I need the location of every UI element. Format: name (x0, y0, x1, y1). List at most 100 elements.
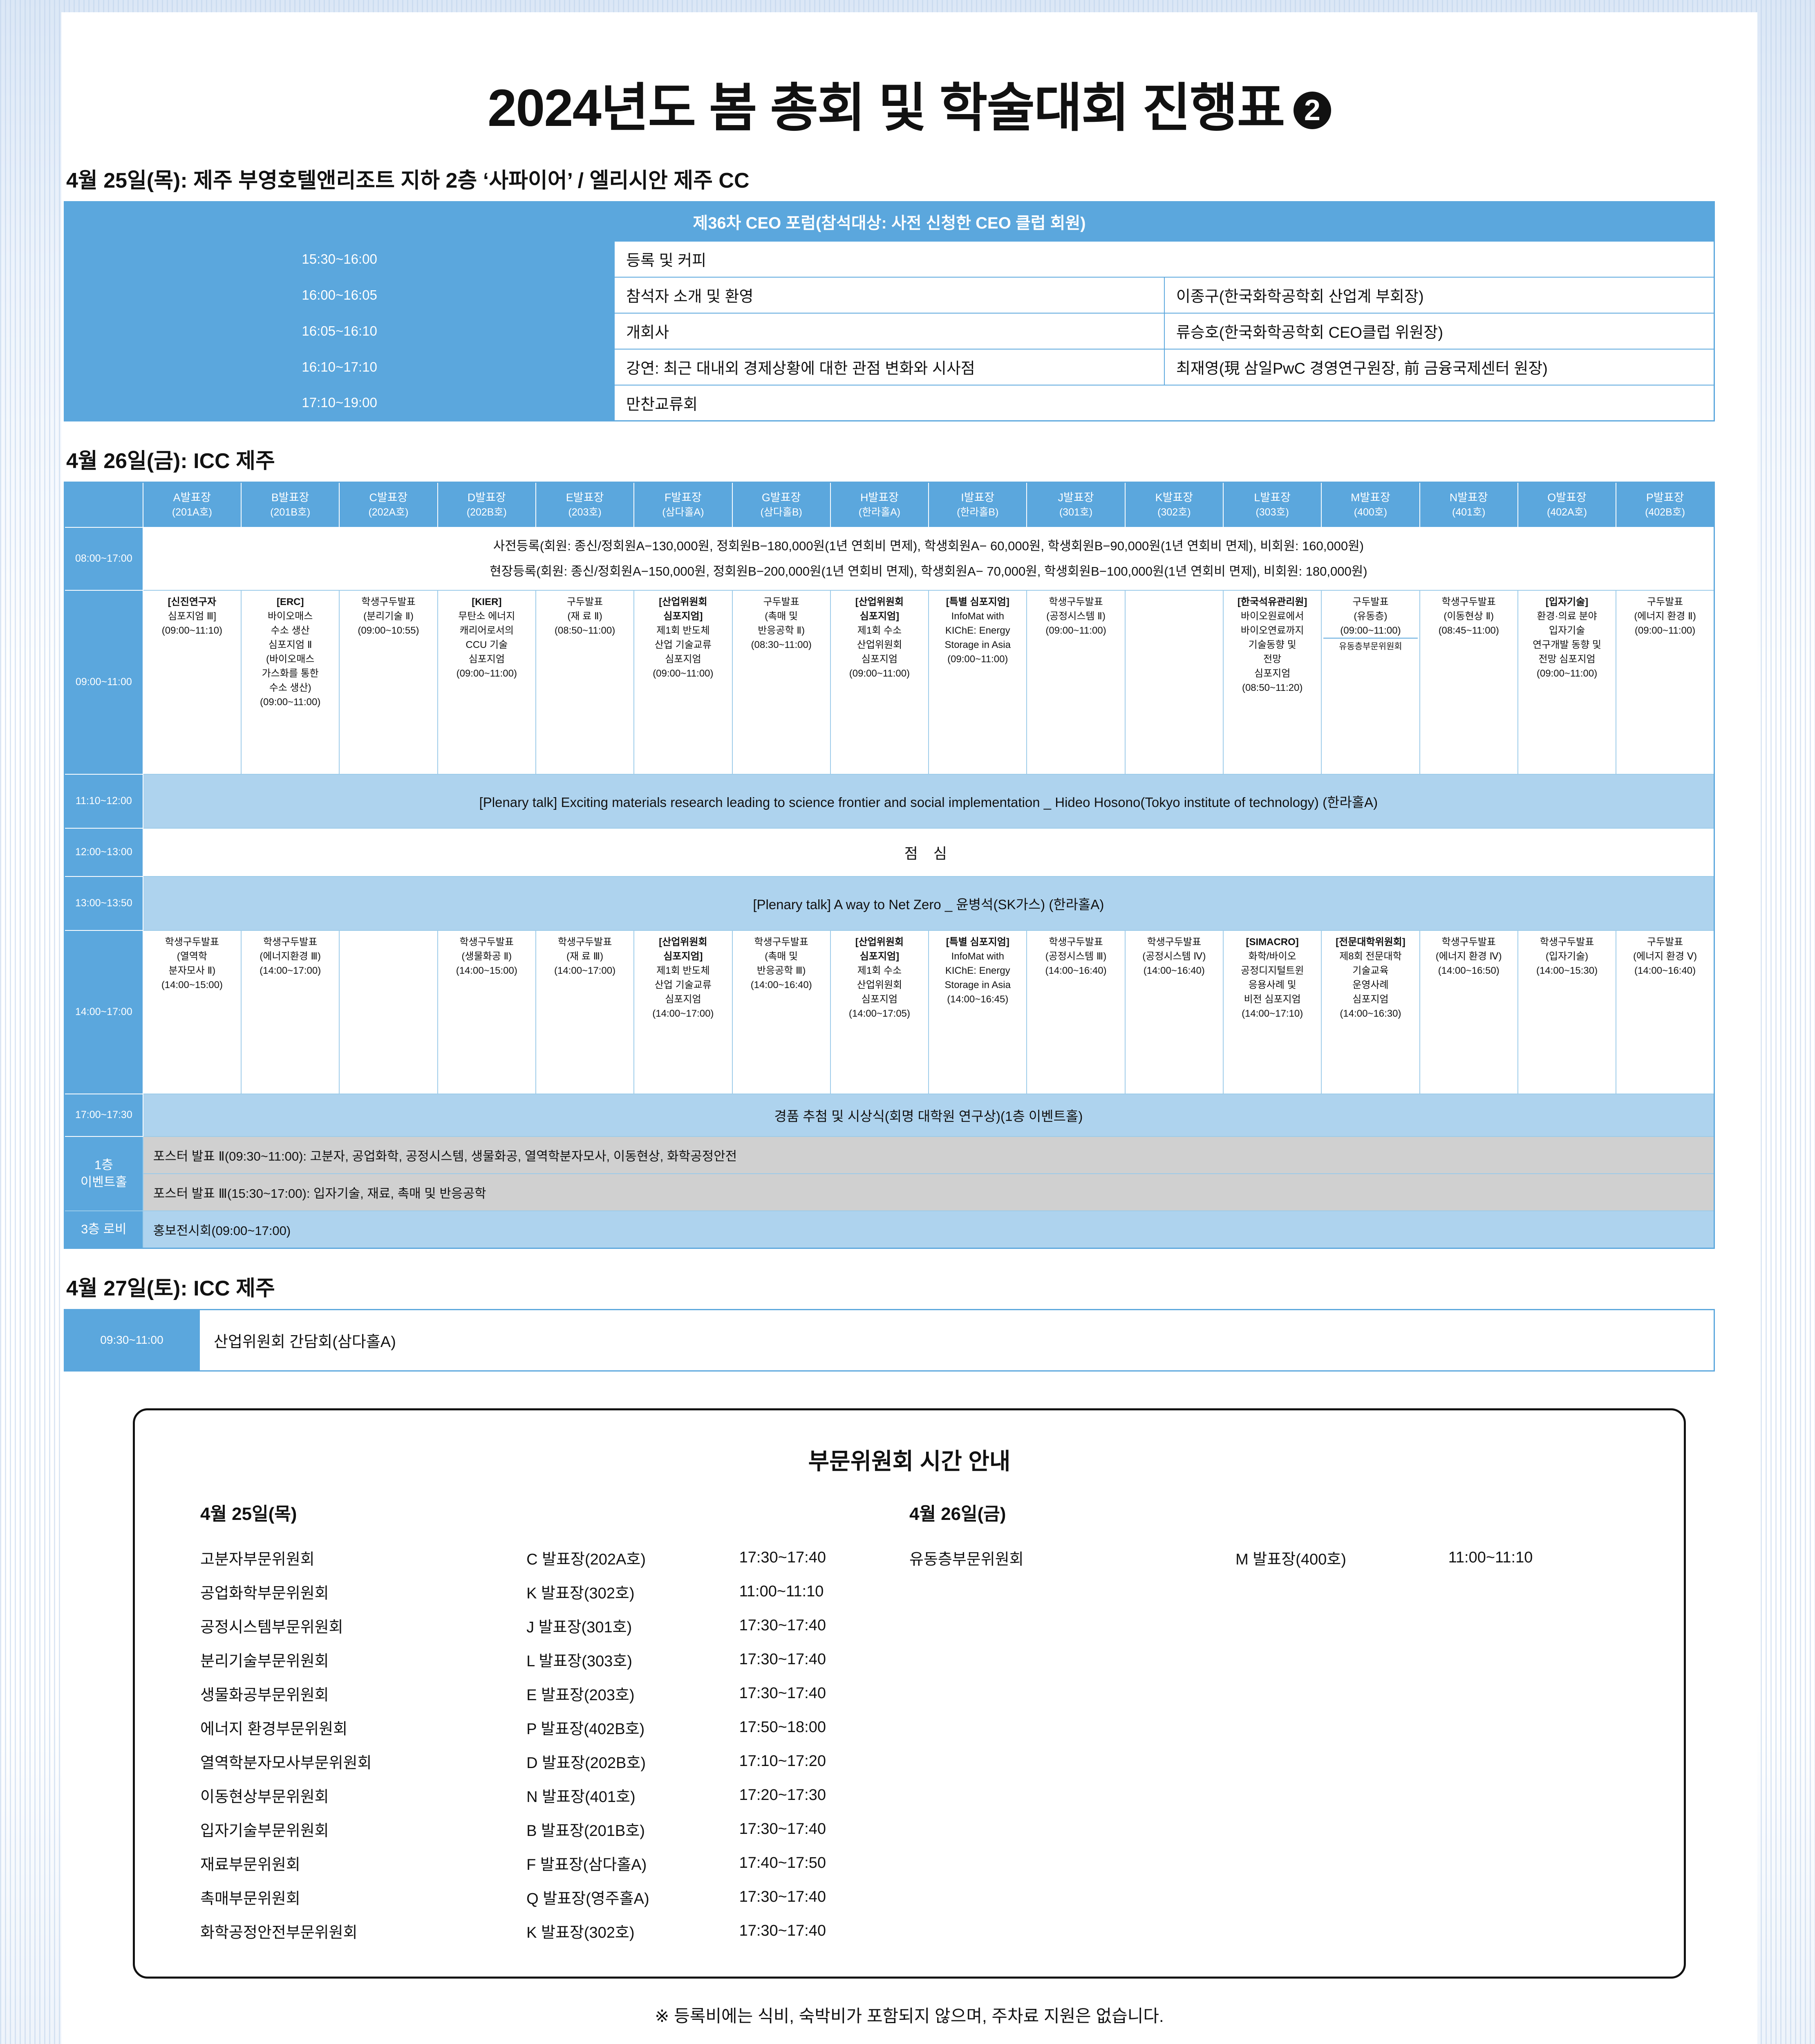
committee-time: 17:30~17:40 (739, 1650, 826, 1668)
committee-room: C 발표장(202A호) (526, 1551, 646, 1568)
morning-session-cell-F발표장: [산업위원회 심포지엄] 제1회 반도체 산업 기술교류 심포지엄 (09:00~11:0… (633, 589, 733, 775)
hall-header-C발표장: C발표장 (202A호) (339, 482, 438, 528)
committee-room: L 발표장(303호) (526, 1652, 632, 1670)
hall-header-P발표장: P발표장 (402B호) (1616, 482, 1715, 528)
committee-room: B 발표장(201B호) (526, 1822, 645, 1840)
committee-room: K 발표장(302호) (526, 1924, 635, 1941)
table-row: 16:05~16:10 개회사 류승호(한국화학공학회 CEO클럽 위원장) (64, 312, 1715, 350)
list-item: 촉매부문위원회 Q 발표장(영주홀A) 17:30~17:40 (200, 1880, 909, 1914)
hall-header-N발표장: N발표장 (401호) (1419, 482, 1518, 528)
committee-time: 17:30~17:40 (739, 1549, 826, 1566)
committee-name: 재료부문위원회 (200, 1856, 300, 1874)
committee-time: 17:30~17:40 (739, 1820, 826, 1838)
committee-name: 고분자부문위원회 (200, 1551, 315, 1568)
morning-session-cell-C발표장: 학생구두발표 (분리기술 Ⅱ) (09:00~10:55) (339, 589, 438, 775)
committee-room: N 발표장(401호) (526, 1788, 636, 1806)
list-item: 열역학분자모사부문위원회 D 발표장(202B호) 17:10~17:20 (200, 1744, 909, 1778)
morning-session-cell-I발표장: [특별 심포지엄] InfoMat with KIChE: Energy Storag… (928, 589, 1027, 775)
committee-name: 공업화학부문위원회 (200, 1585, 329, 1602)
day3-time: 09:30~11:00 (64, 1309, 200, 1372)
morning-session-cell-L발표장: [한국석유관리원] 바이오원료에서 바이오연료까지 기술동향 및 전망 심포지엄 (08:5… (1222, 589, 1322, 775)
ceo-item: 만찬교류회 (614, 384, 1715, 421)
committee-time: 11:00~11:10 (1448, 1549, 1533, 1566)
committee-date-right: 4월 26일(금) (909, 1504, 1006, 1524)
hall-header-H발표장: H발표장 (한라홀A) (830, 482, 929, 528)
committee-time: 17:20~17:30 (739, 1786, 826, 1804)
ceo-time: 16:10~17:10 (64, 348, 615, 385)
committee-room: P 발표장(402B호) (526, 1720, 645, 1738)
row-time: 12:00~13:00 (64, 827, 143, 877)
table-row: 14:00~17:00 학생구두발표 (열역학 분자모사 Ⅱ) (14:00~15:00… (64, 930, 1715, 1094)
committee-column-day1: 4월 25일(목) 고분자부문위원회 C 발표장(202A호) 17:30~17:4… (200, 1499, 909, 1948)
morning-session-cell-O발표장: [입자기술] 환경·의료 분야 입자기술 연구개발 동향 및 전망 심포지엄 (09:00… (1517, 589, 1617, 775)
morning-session-cell-N발표장: 학생구두발표 (이동현상 Ⅱ) (08:45~11:00) (1419, 589, 1518, 775)
day3-table: 09:30~11:00 산업위원회 간담회(삼다홀A) (64, 1309, 1715, 1372)
hall-header-I발표장: I발표장 (한라홀B) (928, 482, 1027, 528)
morning-session-cell-K발표장 (1124, 589, 1224, 775)
committee-name: 촉매부문위원회 (200, 1890, 300, 1907)
registration-fee-cell: 사전등록(회원: 종신/정회원A−130,000원, 정회원B−180,000원… (142, 527, 1715, 591)
committee-panel: 부문위원회 시간 안내 4월 25일(목) 고분자부문위원회 C 발표장(202A… (133, 1408, 1686, 1979)
afternoon-session-cell-C발표장 (339, 930, 438, 1094)
poster-session-3: 포스터 발표 Ⅲ(15:30~17:00): 입자기술, 재료, 촉매 및 반응… (142, 1173, 1715, 1211)
list-item: 고분자부문위원회 C 발표장(202A호) 17:30~17:40 (200, 1541, 909, 1575)
committee-time: 17:30~17:40 (739, 1684, 826, 1702)
list-item: 공정시스템부문위원회 J 발표장(301호) 17:30~17:40 (200, 1609, 909, 1643)
corner-cell (64, 482, 143, 528)
afternoon-session-cell-B발표장: 학생구두발표 (에너지환경 Ⅲ) (14:00~17:00) (241, 930, 340, 1094)
list-item: 에너지 환경부문위원회 P 발표장(402B호) 17:50~18:00 (200, 1710, 909, 1744)
ceo-time: 16:00~16:05 (64, 276, 615, 314)
committee-name: 유동층부문위원회 (909, 1551, 1024, 1568)
morning-session-cell-D발표장: [KIER] 무탄소 에너지 캐리어로서의 CCU 기술 심포지엄 (09:00~11:0… (437, 589, 536, 775)
list-item: 입자기술부문위원회 B 발표장(201B호) 17:30~17:40 (200, 1812, 909, 1846)
sheet: 2024년도 봄 총회 및 학술대회 진행표 2 4월 25일(목): 제주 부… (61, 12, 1757, 2044)
committee-room: M 발표장(400호) (1235, 1551, 1346, 1568)
table-row: 09:00~11:00 [신진연구자 심포지엄 Ⅲ] (09:00~11:10) [ER… (64, 589, 1715, 775)
morning-session-cell-H발표장: [산업위원회 심포지엄] 제1회 수소 산업위원회 심포지엄 (09:00~11:00) (830, 589, 929, 775)
table-row: 16:10~17:10 강연: 최근 대내외 경제상황에 대한 관점 변화와 시… (64, 348, 1715, 385)
plenary-talk-2: [Plenary talk] A way to Net Zero _ 윤병석(S… (142, 876, 1715, 931)
row-time: 13:00~13:50 (64, 876, 143, 931)
ceo-time: 16:05~16:10 (64, 312, 615, 350)
hall-header-B발표장: B발표장 (201B호) (241, 482, 340, 528)
day2-heading: 4월 26일(금): ICC 제주 (66, 449, 275, 473)
committee-column-day2: 4월 26일(금) 유동층부문위원회 M 발표장(400호) 11:00~11:10 (909, 1499, 1618, 1948)
afternoon-session-cell-N발표장: 학생구두발표 (에너지 환경 Ⅳ) (14:00~16:50) (1419, 930, 1518, 1094)
afternoon-session-cell-D발표장: 학생구두발표 (생물화공 Ⅱ) (14:00~15:00) (437, 930, 536, 1094)
hall-header-E발표장: E발표장 (203호) (535, 482, 635, 528)
afternoon-session-cell-G발표장: 학생구두발표 (촉매 및 반응공학 Ⅲ) (14:00~16:40) (732, 930, 831, 1094)
hall-header-J발표장: J발표장 (301호) (1026, 482, 1126, 528)
afternoon-session-cell-F발표장: [산업위원회 심포지엄] 제1회 반도체 산업 기술교류 심포지엄 (14:00~17:0… (633, 930, 733, 1094)
lunch-row: 점 심 (142, 827, 1715, 877)
table-row: 포스터 발표 Ⅲ(15:30~17:00): 입자기술, 재료, 촉매 및 반응… (65, 1173, 1715, 1211)
committee-name: 공정시스템부문위원회 (200, 1618, 343, 1636)
table-row: 12:00~13:00 점 심 (64, 827, 1715, 877)
hall-header-F발표장: F발표장 (삼다홀A) (633, 482, 733, 528)
row-time: 09:00~11:00 (64, 589, 143, 775)
afternoon-session-cell-K발표장: 학생구두발표 (공정시스템 Ⅳ) (14:00~16:40) (1124, 930, 1224, 1094)
table-row: 11:10~12:00 [Plenary talk] Exciting mater… (64, 773, 1715, 829)
ceo-forum-table: 제36차 CEO 포럼(참석대상: 사전 신청한 CEO 클럽 회원) 15:3… (64, 201, 1715, 421)
ceo-speaker: 이종구(한국화학공학회 산업계 부회장) (1164, 276, 1715, 314)
morning-session-cell-B발표장: [ERC] 바이오매스 수소 생산 심포지엄 Ⅱ (바이오매스 가스화를 통한 수소 생산)… (241, 589, 340, 775)
day3-item: 산업위원회 간담회(삼다홀A) (199, 1309, 1715, 1372)
hall-header-G발표장: G발표장 (삼다홀B) (732, 482, 831, 528)
committee-room: Q 발표장(영주홀A) (526, 1890, 649, 1907)
table-row: 08:00~17:00 사전등록(회원: 종신/정회원A−130,000원, 정회… (64, 527, 1715, 591)
ceo-item: 참석자 소개 및 환영 (614, 276, 1165, 314)
committee-time: 17:10~17:20 (739, 1752, 826, 1770)
committee-name: 이동현상부문위원회 (200, 1788, 329, 1806)
hall-header-A발표장: A발표장 (201A호) (142, 482, 242, 528)
morning-session-cell-G발표장: 구두발표 (촉매 및 반응공학 Ⅱ) (08:30~11:00) (732, 589, 831, 775)
hall-header-O발표장: O발표장 (402A호) (1517, 482, 1617, 528)
plenary-talk-1: [Plenary talk] Exciting materials resear… (142, 773, 1715, 829)
table-row: 13:00~13:50 [Plenary talk] A way to Net Z… (64, 876, 1715, 931)
ceo-time: 17:10~19:00 (64, 384, 615, 421)
afternoon-session-cell-I발표장: [특별 심포지엄] InfoMat with KIChE: Energy Storag… (928, 930, 1027, 1094)
list-item: 화학공정안전부문위원회 K 발표장(302호) 17:30~17:40 (200, 1914, 909, 1948)
hall-header-D발표장: D발표장 (202B호) (437, 482, 536, 528)
committee-table-right: 유동층부문위원회 M 발표장(400호) 11:00~11:10 (909, 1541, 1618, 1575)
hall-header-K발표장: K발표장 (302호) (1124, 482, 1224, 528)
table-row: 17:00~17:30 경품 추첨 및 시상식(회명 대학원 연구상)(1층 이벤… (64, 1093, 1715, 1137)
table-row: 제36차 CEO 포럼(참석대상: 사전 신청한 CEO 클럽 회원) (64, 201, 1715, 242)
